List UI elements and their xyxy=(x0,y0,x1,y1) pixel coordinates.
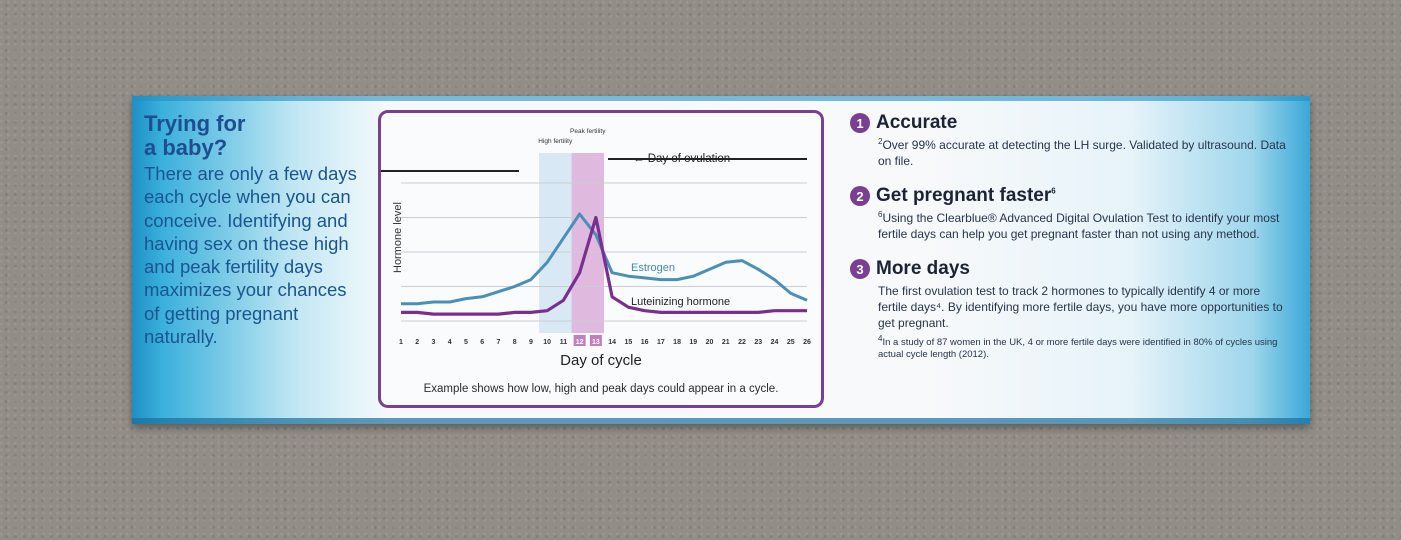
peak-fertility-label: Peak fertility xyxy=(570,128,606,135)
feature-note: 4In a study of 87 women in the UK, 4 or … xyxy=(878,333,1290,361)
x-tick-13: 13 xyxy=(592,339,600,346)
x-tick-2: 2 xyxy=(415,339,419,346)
number-badge-icon: 3 xyxy=(850,259,870,279)
feature-title-sup: 6 xyxy=(1051,186,1056,196)
feature-2: 2 Get pregnant faster6 6Using the Clearb… xyxy=(850,185,1290,242)
feature-text-body: The first ovulation test to track 2 horm… xyxy=(878,284,1283,330)
box-top-edge xyxy=(132,96,1310,101)
feature-title-text: More days xyxy=(876,258,970,279)
chart-caption: Example shows how low, high and peak day… xyxy=(423,383,779,395)
feature-title-text: Get pregnant faster xyxy=(876,185,1052,206)
x-tick-25: 25 xyxy=(787,339,795,346)
estrogen-label: Estrogen xyxy=(631,262,675,274)
x-axis-label: Day of cycle xyxy=(560,352,642,369)
feature-text-body: Over 99% accurate at detecting the LH su… xyxy=(878,138,1286,168)
lh-label: Luteinizing hormone xyxy=(631,296,730,308)
x-tick-17: 17 xyxy=(657,339,665,346)
x-tick-7: 7 xyxy=(496,339,500,346)
feature-text-sup: 2 xyxy=(878,137,883,146)
high-fertility-label: High fertility xyxy=(538,138,573,145)
intro-panel: Trying for a baby? There are only a few … xyxy=(144,112,364,348)
feature-note-sup: 4 xyxy=(878,334,883,343)
feature-title: Accurate xyxy=(876,112,957,134)
x-tick-26: 26 xyxy=(803,339,811,346)
intro-title: Trying for a baby? xyxy=(144,112,364,160)
x-tick-8: 8 xyxy=(513,339,517,346)
x-tick-23: 23 xyxy=(754,339,762,346)
x-tick-20: 20 xyxy=(706,339,714,346)
box-bottom-edge xyxy=(132,418,1310,424)
x-tick-24: 24 xyxy=(771,339,779,346)
tick-highlight-12 xyxy=(573,335,586,346)
x-tick-14: 14 xyxy=(608,339,616,346)
x-tick-4: 4 xyxy=(448,339,452,346)
feature-head: 3 More days xyxy=(850,258,1290,280)
feature-3: 3 More days The first ovulation test to … xyxy=(850,258,1290,361)
intro-body: There are only a few days each cycle whe… xyxy=(144,163,357,348)
product-box-side: Trying for a baby? There are only a few … xyxy=(132,96,1310,424)
feature-title: Get pregnant faster6 xyxy=(876,185,1056,207)
feature-head: 2 Get pregnant faster6 xyxy=(850,185,1290,207)
x-tick-12: 12 xyxy=(576,339,584,346)
x-tick-5: 5 xyxy=(464,339,468,346)
hormone-chart-frame: High fertility Peak fertility ← Day of ovu… xyxy=(378,110,824,408)
hormone-chart: High fertility Peak fertility ← Day of ovu… xyxy=(381,128,811,369)
x-tick-6: 6 xyxy=(480,339,484,346)
x-tick-15: 15 xyxy=(624,339,632,346)
y-axis-label: Hormone level xyxy=(392,202,404,273)
ovulation-label: ← Day of ovulation xyxy=(633,153,730,165)
tick-highlight-13 xyxy=(589,335,602,346)
feature-head: 1 Accurate xyxy=(850,112,1290,134)
features-panel: 1 Accurate 2Over 99% accurate at detecti… xyxy=(850,112,1290,377)
feature-title: More days xyxy=(876,258,970,280)
x-tick-18: 18 xyxy=(673,339,681,346)
feature-1: 1 Accurate 2Over 99% accurate at detecti… xyxy=(850,112,1290,169)
feature-title-text: Accurate xyxy=(876,112,958,133)
x-tick-16: 16 xyxy=(641,339,649,346)
x-tick-11: 11 xyxy=(560,339,568,346)
x-tick-9: 9 xyxy=(529,339,533,346)
feature-text: 2Over 99% accurate at detecting the LH s… xyxy=(878,134,1290,169)
number-badge-icon: 2 xyxy=(850,186,870,206)
feature-text: The first ovulation test to track 2 horm… xyxy=(878,280,1290,331)
feature-text-body: Using the Clearblue® Advanced Digital Ov… xyxy=(878,211,1280,241)
intro-title-line1: Trying for xyxy=(144,111,246,136)
x-tick-19: 19 xyxy=(689,339,697,346)
x-tick-22: 22 xyxy=(738,339,746,346)
feature-text-sup: 6 xyxy=(878,210,883,219)
x-tick-3: 3 xyxy=(432,339,436,346)
x-tick-1: 1 xyxy=(399,339,403,346)
number-badge-icon: 1 xyxy=(850,113,870,133)
intro-title-line2: a baby? xyxy=(144,135,228,160)
x-tick-21: 21 xyxy=(722,339,730,346)
feature-text: 6Using the Clearblue® Advanced Digital O… xyxy=(878,207,1290,242)
series-line-lh xyxy=(401,215,807,316)
x-tick-10: 10 xyxy=(543,339,551,346)
feature-note-body: In a study of 87 women in the UK, 4 or m… xyxy=(878,337,1278,361)
